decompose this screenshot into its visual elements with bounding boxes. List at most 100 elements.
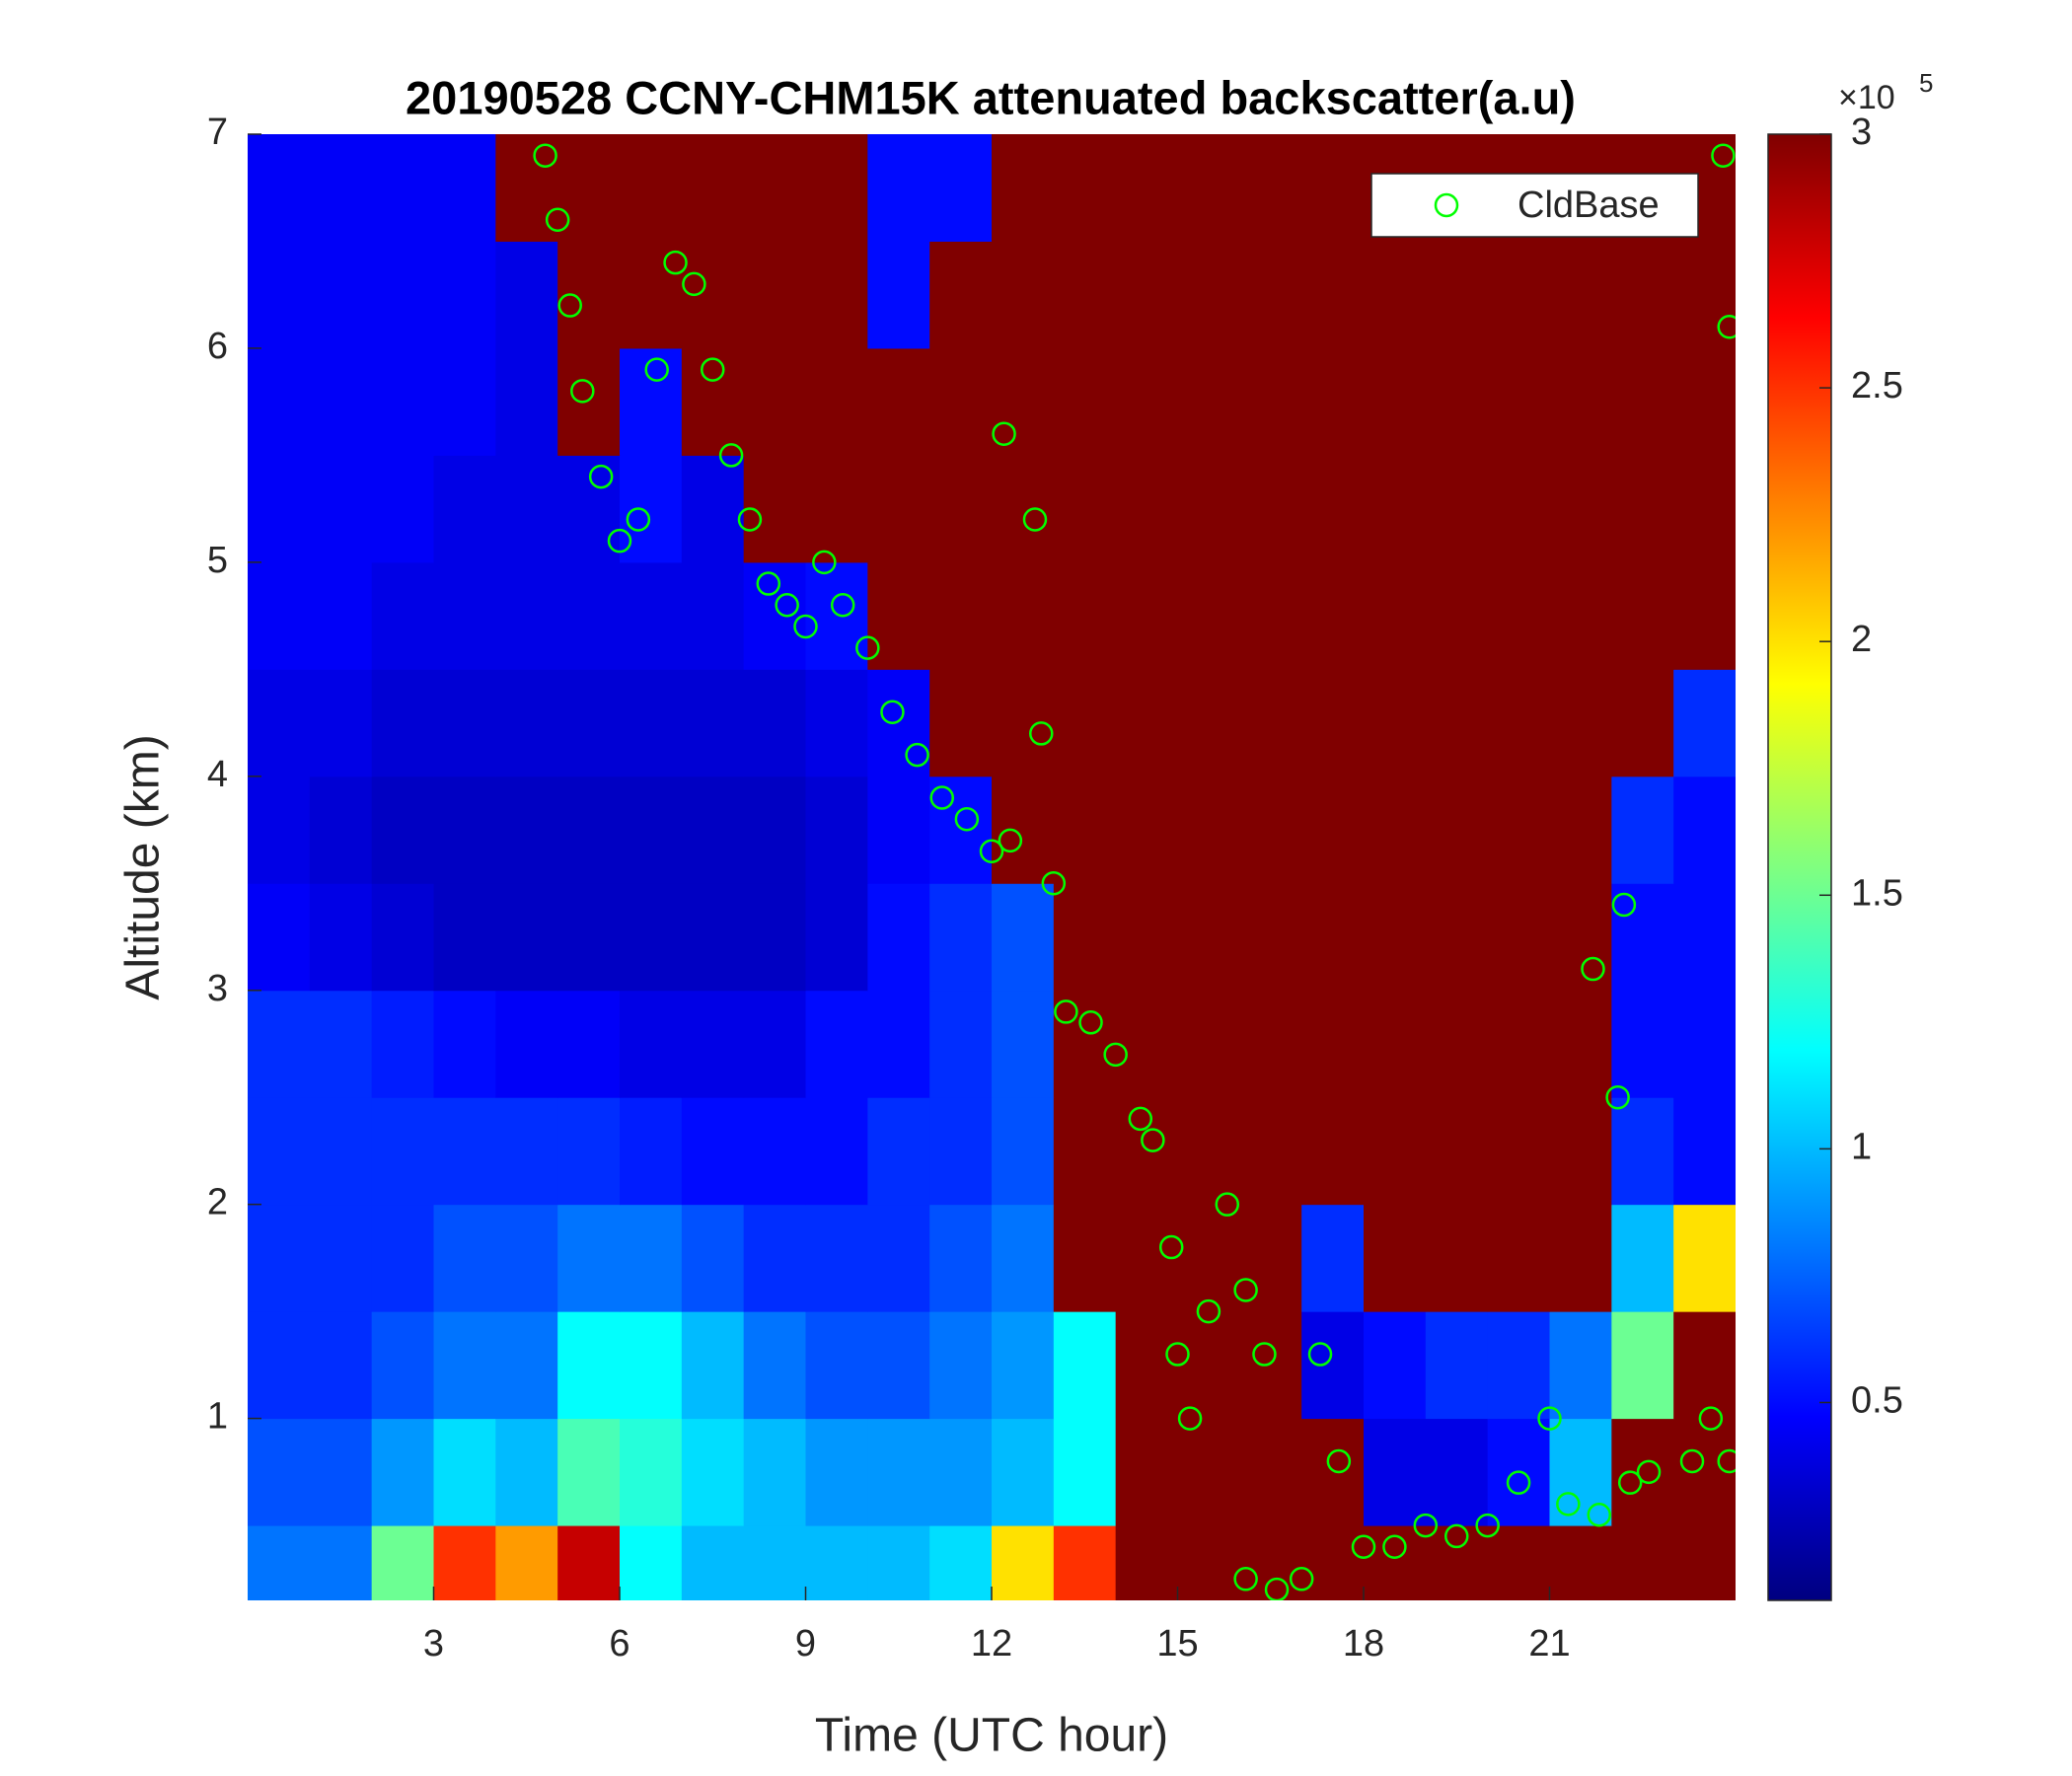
cloud-base-point — [992, 421, 1016, 446]
heatmap-cell — [248, 347, 311, 456]
heatmap-cell — [1177, 1097, 1240, 1206]
heatmap-cell — [992, 776, 1055, 884]
cloud-base-point — [1413, 1513, 1439, 1538]
heatmap-cell — [805, 990, 868, 1098]
heatmap-cell — [1053, 1418, 1117, 1526]
heatmap-cell — [620, 883, 683, 992]
heatmap-cell — [557, 1204, 621, 1312]
heatmap-cell — [1673, 347, 1736, 456]
heatmap-cell — [1053, 883, 1117, 992]
heatmap-cell — [433, 561, 496, 670]
cloud-base-point — [1196, 1298, 1221, 1324]
y-tick-label: 7 — [207, 111, 228, 153]
heatmap-cell — [620, 990, 683, 1098]
heatmap-cell — [1301, 1311, 1365, 1420]
y-tick-label: 6 — [207, 326, 228, 367]
heatmap-cell — [433, 1418, 496, 1526]
heatmap-cell — [867, 776, 930, 884]
heatmap-cell — [1053, 347, 1117, 456]
heatmap-cell — [1301, 347, 1365, 456]
colorbar-tick-label: 1.5 — [1851, 872, 1903, 914]
cloud-base-point — [1351, 1534, 1376, 1560]
heatmap-cell — [1549, 776, 1612, 884]
heatmap-cell — [620, 1204, 683, 1312]
heatmap-cell — [1115, 134, 1178, 242]
heatmap-cell — [1177, 990, 1240, 1098]
heatmap-cell — [495, 1418, 558, 1526]
heatmap-cell — [309, 1204, 373, 1312]
heatmap-cell — [1425, 455, 1489, 563]
heatmap-cell — [1673, 241, 1736, 349]
heatmap-cell — [1364, 561, 1427, 670]
x-axis-label: Time (UTC hour) — [815, 1710, 1168, 1762]
heatmap-cell — [495, 561, 558, 670]
cloud-base-point — [1177, 1406, 1203, 1431]
heatmap-cell — [1487, 1311, 1550, 1420]
cloud-base-point — [1679, 1448, 1705, 1474]
heatmap-cell — [1364, 1311, 1427, 1420]
heatmap-cell — [1239, 455, 1302, 563]
cloud-base-point — [1587, 1502, 1612, 1527]
heatmap-cell — [495, 990, 558, 1098]
heatmap-cell — [495, 1525, 558, 1600]
heatmap-cell — [681, 1204, 745, 1312]
heatmap-cell — [248, 134, 311, 242]
heatmap-cell — [1301, 990, 1365, 1098]
heatmap-cell — [1177, 455, 1240, 563]
heatmap-cell — [867, 1097, 930, 1206]
x-tick-label: 18 — [1343, 1623, 1384, 1665]
heatmap-cell — [557, 883, 621, 992]
cloud-base-point — [1382, 1534, 1407, 1560]
cloud-base-point — [718, 443, 744, 468]
heatmap-cell — [1611, 1311, 1674, 1420]
cloud-base-point — [998, 828, 1023, 853]
cloud-base-point — [663, 250, 688, 275]
heatmap-cell — [1425, 776, 1489, 884]
heatmap-cell — [805, 134, 868, 242]
heatmap-cell — [1053, 669, 1117, 777]
heatmap-cell — [1549, 561, 1612, 670]
cloud-base-point — [929, 785, 954, 810]
heatmap-cell — [1611, 455, 1674, 563]
heatmap-cell — [1549, 1311, 1612, 1420]
heatmap-cell — [309, 1097, 373, 1206]
heatmap-cell — [309, 561, 373, 670]
heatmap-cell — [1549, 347, 1612, 456]
heatmap-cell — [433, 669, 496, 777]
cloud-base-point — [756, 571, 781, 596]
cloud-base-point — [1617, 1470, 1643, 1495]
heatmap-cell — [248, 1204, 311, 1312]
heatmap-cell — [743, 347, 806, 456]
heatmap-cell — [743, 561, 806, 670]
cloud-base-point — [1711, 143, 1736, 168]
heatmap-cell — [1177, 561, 1240, 670]
heatmap-cell — [1673, 1525, 1736, 1600]
scatter — [533, 143, 1736, 1600]
heatmap-cell — [495, 455, 558, 563]
heatmap-cell — [309, 883, 373, 992]
heatmap-cell — [1549, 1525, 1612, 1600]
heatmap-cell — [681, 669, 745, 777]
legend-box — [1370, 173, 1699, 238]
heatmap-cell — [1239, 1418, 1302, 1526]
heatmap-cell — [1364, 669, 1427, 777]
heatmap-cell — [1487, 241, 1550, 349]
heatmap-cell — [929, 1097, 993, 1206]
cloud-base-point — [1475, 1513, 1500, 1538]
cloud-base-point — [1556, 1492, 1581, 1517]
heatmap-cell — [929, 1418, 993, 1526]
heatmap-cell — [1364, 455, 1427, 563]
heatmap-cell — [1611, 990, 1674, 1098]
cloud-base-point — [1605, 1084, 1630, 1110]
x-tick-label: 15 — [1156, 1623, 1198, 1665]
heatmap-cell — [929, 776, 993, 884]
heatmap-cell — [620, 776, 683, 884]
heatmap-cell — [495, 669, 558, 777]
cloud-base-point — [545, 207, 570, 233]
heatmap-cell — [1425, 347, 1489, 456]
heatmap-cell — [248, 990, 311, 1098]
heatmap-cell — [1301, 883, 1365, 992]
chart-title: 20190528 CCNY-CHM15K attenuated backscat… — [406, 71, 1576, 123]
heatmap-cell — [1301, 561, 1365, 670]
heatmap-cell — [1487, 883, 1550, 992]
